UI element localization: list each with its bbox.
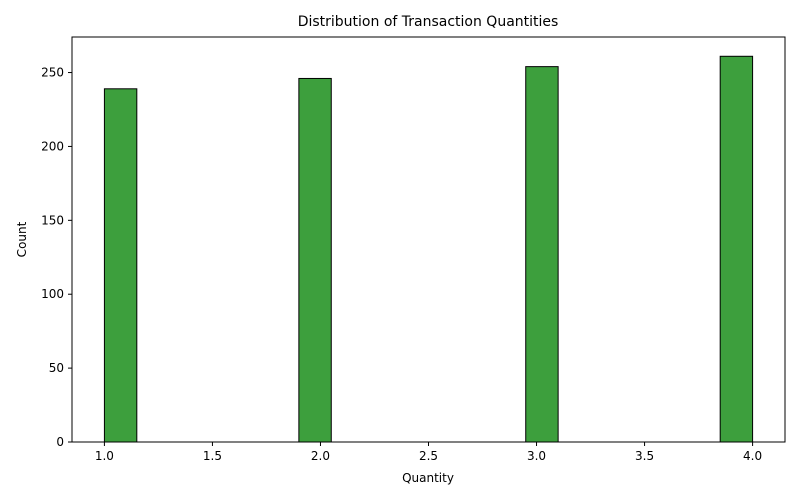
x-tick-label: 3.5: [635, 449, 654, 463]
axes-layer: 1.0 1.5 2.0 2.5 3.0 3.5 4.0 0 50 100 150 200 250: [41, 36, 786, 463]
x-tick-label: 1.5: [203, 449, 222, 463]
histogram-bar-4: [719, 55, 754, 443]
y-axis-label: Count: [15, 221, 29, 257]
x-tick-label: 4.0: [743, 449, 762, 463]
y-tick-label: 150: [41, 213, 64, 227]
histogram-bar-2: [298, 77, 332, 443]
bars-layer: [103, 55, 754, 443]
x-tick-label: 3.0: [527, 449, 546, 463]
histogram-bar-3: [525, 66, 559, 443]
x-tick-label: 2.5: [419, 449, 438, 463]
x-tick-label: 2.0: [311, 449, 330, 463]
plot-frame: [71, 36, 786, 443]
x-axis-label: Quantity: [402, 471, 454, 485]
histogram-bar-1: [103, 88, 138, 443]
chart-title: Distribution of Transaction Quantities: [298, 14, 559, 30]
x-tick-label: 1.0: [95, 449, 114, 463]
y-tick-label: 100: [41, 287, 64, 301]
y-tick-label: 250: [41, 66, 64, 80]
y-tick-label: 0: [56, 435, 64, 449]
y-tick-label: 200: [41, 139, 64, 153]
y-tick-label: 50: [49, 361, 64, 375]
